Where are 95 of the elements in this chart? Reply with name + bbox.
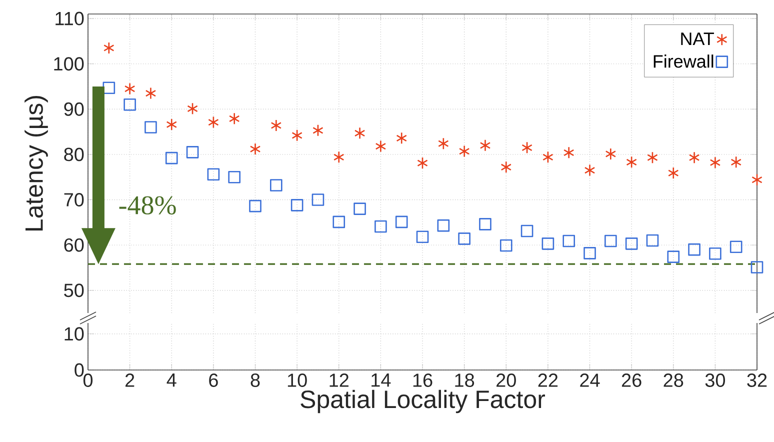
y-tick-label: 70	[64, 193, 84, 206]
point	[354, 202, 366, 215]
point	[625, 238, 638, 250]
y-tick-label: 110	[56, 12, 84, 26]
legend-label: Firewall	[654, 54, 714, 68]
y-tick-label: 50	[64, 284, 84, 298]
y-tick-label: 100	[54, 57, 84, 71]
point	[668, 166, 679, 180]
point	[124, 82, 136, 95]
point	[562, 234, 575, 248]
point	[207, 168, 220, 181]
x-tick-label: 2	[125, 374, 134, 387]
point	[458, 232, 470, 245]
y-axis-title: Latency (µs)	[24, 96, 48, 230]
x-tick-label: 4	[166, 374, 176, 387]
point	[228, 170, 240, 184]
point	[124, 98, 136, 111]
point	[438, 137, 449, 150]
point	[480, 139, 491, 152]
point	[270, 119, 282, 132]
point	[332, 216, 346, 228]
point	[395, 216, 408, 228]
point	[374, 220, 387, 233]
point	[186, 146, 199, 158]
point	[102, 82, 116, 94]
y-tick-label: 90	[64, 102, 84, 116]
point	[165, 152, 178, 164]
point	[542, 151, 554, 164]
point	[187, 102, 198, 115]
point	[500, 239, 512, 252]
x-tick-label: 28	[664, 374, 684, 387]
point	[730, 240, 742, 254]
point	[500, 160, 512, 174]
point	[647, 151, 658, 164]
point	[710, 156, 721, 169]
y-tick-label: 10	[64, 327, 84, 341]
point	[563, 146, 574, 159]
point	[730, 156, 742, 168]
point	[416, 230, 429, 244]
point	[646, 234, 659, 247]
point	[522, 141, 532, 154]
point	[396, 132, 408, 144]
point	[290, 199, 304, 212]
point	[479, 218, 492, 230]
point	[228, 112, 240, 125]
x-tick-label: 14	[372, 374, 391, 387]
point	[250, 142, 261, 156]
x-tick-label: 10	[288, 374, 307, 387]
point	[605, 148, 616, 160]
x-tick-label: 16	[413, 374, 432, 387]
x-tick-label: 24	[580, 374, 600, 387]
point	[458, 145, 470, 158]
point	[626, 156, 637, 168]
x-tick-label: 22	[538, 374, 558, 387]
point	[584, 164, 596, 176]
point	[354, 127, 366, 140]
point	[667, 250, 680, 263]
point	[750, 261, 764, 274]
point	[249, 200, 262, 212]
y-tick-label: 60	[64, 238, 84, 252]
y-tick-label: 0	[74, 363, 84, 377]
point	[312, 194, 324, 206]
y-tick-label: 80	[64, 148, 84, 162]
point	[144, 121, 157, 134]
point	[688, 151, 700, 164]
x-tick-label: 30	[705, 374, 726, 387]
x-tick-label: 18	[455, 374, 474, 387]
x-tick-label: 8	[250, 374, 260, 387]
x-tick-label: 12	[330, 374, 348, 387]
x-tick-label: 26	[622, 374, 642, 387]
x-tick-label: 6	[209, 374, 218, 387]
point	[333, 151, 344, 164]
point	[604, 234, 617, 248]
point	[375, 140, 386, 152]
point	[292, 129, 302, 142]
point	[688, 243, 700, 256]
point	[542, 238, 554, 250]
point	[584, 247, 596, 260]
point	[520, 224, 534, 238]
x-axis-title: Spatial Locality Factor	[300, 390, 546, 414]
point	[437, 219, 450, 232]
point	[145, 87, 156, 100]
point	[103, 42, 114, 54]
point	[270, 179, 282, 192]
annotation: -48%	[119, 196, 176, 215]
point	[208, 116, 219, 128]
legend-label: NAT	[681, 32, 714, 46]
x-tick-label: 20	[496, 374, 516, 387]
x-tick-label: 0	[83, 374, 93, 387]
point	[417, 156, 428, 170]
x-tick-label: 32	[747, 374, 767, 387]
point	[752, 174, 762, 186]
point	[312, 124, 324, 137]
point	[166, 118, 178, 131]
point	[709, 248, 722, 260]
